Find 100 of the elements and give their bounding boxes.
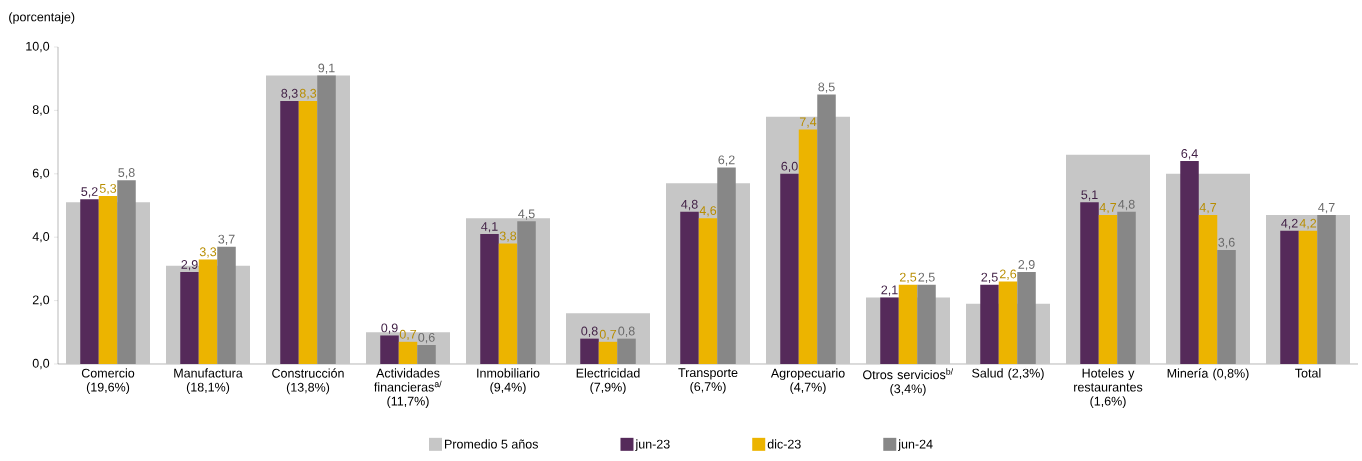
data-label: 2,9 <box>181 260 198 271</box>
data-label: 6,4 <box>1181 149 1198 160</box>
y-tick-label: 6,0 <box>32 168 50 179</box>
x-tick-label: Manufactura (18,1%) <box>174 368 243 394</box>
bar <box>298 100 318 364</box>
data-label: 4,7 <box>1199 203 1217 214</box>
bar <box>1017 272 1036 364</box>
data-label: 3,8 <box>499 231 517 242</box>
data-label: 4,5 <box>518 209 535 220</box>
data-label: 5,8 <box>118 168 135 179</box>
bar <box>498 243 518 364</box>
bar <box>917 284 936 364</box>
bar <box>398 341 418 364</box>
x-tick-label: Total <box>1295 368 1321 378</box>
legend-label: jun-23 <box>635 439 670 452</box>
x-tick-label: Transporte (6,7%) <box>678 368 738 394</box>
data-label: 5,1 <box>1081 190 1098 201</box>
data-label: 4,1 <box>481 222 498 233</box>
x-tick-label: Construcción (13,8%) <box>272 368 344 395</box>
data-label: 7,4 <box>799 117 817 128</box>
y-tick-label: 0,0 <box>32 358 50 370</box>
data-label: 0,7 <box>599 329 617 341</box>
y-tick-label: 8,0 <box>32 105 50 116</box>
data-label: 3,7 <box>218 234 235 246</box>
bar <box>1098 215 1118 364</box>
data-label: 0,8 <box>618 326 635 337</box>
data-label: 0,6 <box>418 332 435 344</box>
bar <box>617 338 636 364</box>
bar <box>898 284 918 364</box>
data-label: 0,8 <box>581 326 598 337</box>
bar <box>998 281 1018 364</box>
x-tick-label: Agropecuario (4,7%) <box>770 368 845 395</box>
bar <box>1180 161 1199 364</box>
bar <box>680 211 699 364</box>
bar <box>817 94 836 364</box>
bar <box>117 180 136 364</box>
bar <box>80 199 99 364</box>
data-label: 4,8 <box>681 199 698 211</box>
category-label: Otros servicios$^{b/}$ (3,4%) <box>863 368 954 396</box>
y-tick-label: 10,0 <box>26 41 50 53</box>
data-label: 4,6 <box>699 206 717 217</box>
x-tick-label: Inmobiliario (9,4%) <box>477 368 540 395</box>
data-label: 9,1 <box>318 63 335 74</box>
bar <box>698 218 718 364</box>
bar <box>598 341 618 364</box>
data-label: 6,2 <box>718 155 735 166</box>
legend-label: Promedio 5 años <box>445 439 539 449</box>
data-label: 6,0 <box>781 161 798 173</box>
bar <box>280 100 299 364</box>
data-label: 2,5 <box>899 272 917 284</box>
bar <box>417 344 436 364</box>
bar <box>517 221 536 364</box>
x-tick-label: Salud (2,3%) <box>972 368 1044 381</box>
bar <box>880 297 899 364</box>
data-label: 4,2 <box>1281 218 1298 230</box>
data-label: 2,5 <box>918 272 935 284</box>
data-label: 4,2 <box>1299 218 1317 230</box>
category-label: Actividades financieras$^{a/}$ (11,7%) <box>374 368 442 409</box>
x-tick-label: Comercio (19,6%) <box>81 368 135 395</box>
data-label: 3,3 <box>199 247 217 258</box>
bar <box>580 338 599 364</box>
x-tick-label: Minería (0,8%) <box>1167 368 1249 381</box>
data-label: 4,7 <box>1318 203 1335 214</box>
bar <box>98 195 118 364</box>
bar <box>1280 230 1299 364</box>
data-label: 0,9 <box>381 323 398 334</box>
data-label: 8,5 <box>818 82 835 93</box>
bar <box>1080 202 1099 364</box>
data-label: 3,6 <box>1218 237 1235 249</box>
y-tick-label: 4,0 <box>32 232 50 243</box>
bar <box>1117 211 1136 364</box>
data-label: 5,2 <box>81 187 98 198</box>
data-label: 8,3 <box>299 88 317 100</box>
bar <box>717 167 736 364</box>
bar <box>798 129 818 364</box>
data-label: 2,9 <box>1018 260 1035 271</box>
bar <box>980 284 999 364</box>
data-label: 2,5 <box>981 272 998 284</box>
bar <box>480 234 499 364</box>
legend-label: jun-24 <box>897 439 933 452</box>
y-tick-label: 2,0 <box>32 295 50 306</box>
data-label: 4,8 <box>1118 199 1135 211</box>
x-tick-label: Electricidad (7,9%) <box>576 368 640 395</box>
bar <box>380 335 399 364</box>
data-label: 0,7 <box>399 329 417 341</box>
legend-label: dic-23 <box>767 439 801 449</box>
bar <box>1217 249 1236 364</box>
y-axis-title: (porcentaje) <box>9 12 75 24</box>
data-label: 2,6 <box>999 269 1017 280</box>
x-tick-label: Hoteles y restaurantes (1,6%) <box>1074 368 1143 409</box>
bar <box>1298 230 1318 364</box>
bar <box>780 173 799 364</box>
data-label: 8,3 <box>281 88 298 100</box>
bar <box>217 246 236 364</box>
data-label: 4,7 <box>1099 203 1117 214</box>
bar <box>198 259 218 364</box>
bar <box>180 272 199 364</box>
bar <box>1198 215 1218 364</box>
bar <box>1317 215 1336 364</box>
data-label: 2,1 <box>881 285 898 296</box>
